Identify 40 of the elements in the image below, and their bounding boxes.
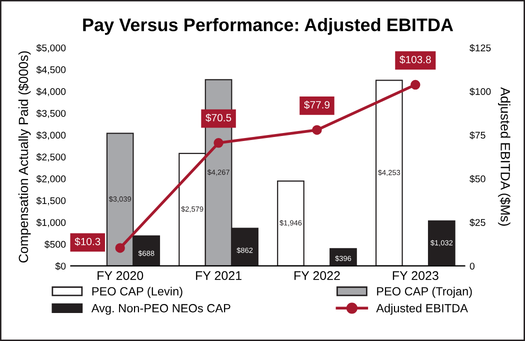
y-tick-label: $2,500 [36,153,66,162]
bar [375,80,403,266]
y-tick-label: $5,000 [36,44,66,53]
data-label: $70.5 [206,114,232,122]
y-tick-label: $1,500 [36,196,66,206]
y-tick-label: $1,000 [36,218,66,228]
x-tick-label: FY 2021 [196,271,242,280]
y2-tick-label: $75 [470,131,486,140]
y2-tick-label: 0 [470,262,475,270]
legend-label: Adjusted EBITDA [376,304,468,315]
y-tick-label: $4,000 [36,88,66,96]
y-tick-label: $4,500 [36,66,66,74]
y-tick-label: $500 [44,240,66,248]
y2-tick-label: $50 [470,175,486,183]
x-tick-label: FY 2020 [98,271,144,280]
data-label: $77.9 [304,100,330,110]
x-tick-label: FY 2022 [294,271,340,280]
point [410,80,420,90]
y-axis-title: Compensation Actually Paid ($000s) [18,51,31,263]
point [312,125,322,135]
bar [428,220,456,266]
legend-label: PEO CAP (Levin) [92,286,182,298]
data-label: $10.3 [74,237,100,246]
y2-tick-label: $125 [470,44,491,52]
y-tick-label: $0 [55,262,66,270]
point [214,138,224,148]
y2-tick-label: $100 [470,88,491,96]
legend-label: PEO CAP (Trojan) [377,286,472,298]
x-tick-label: FY 2023 [392,271,438,280]
bar [277,180,304,266]
chart-title: Pay Versus Performance: Adjusted EBITDA [83,18,454,35]
y2-axis-title: Adjusted EBITDA ($Ms) [498,87,511,226]
point [115,243,125,253]
y2-tick-label: $25 [470,218,486,227]
data-label: $103.8 [400,55,431,64]
y-tick-label: $3,000 [36,131,66,140]
y-tick-label: $2,000 [36,175,66,184]
legend-label: Avg. Non-PEO NEOs CAP [91,304,230,315]
y-tick-label: $3,500 [36,110,66,118]
bar [330,248,357,266]
